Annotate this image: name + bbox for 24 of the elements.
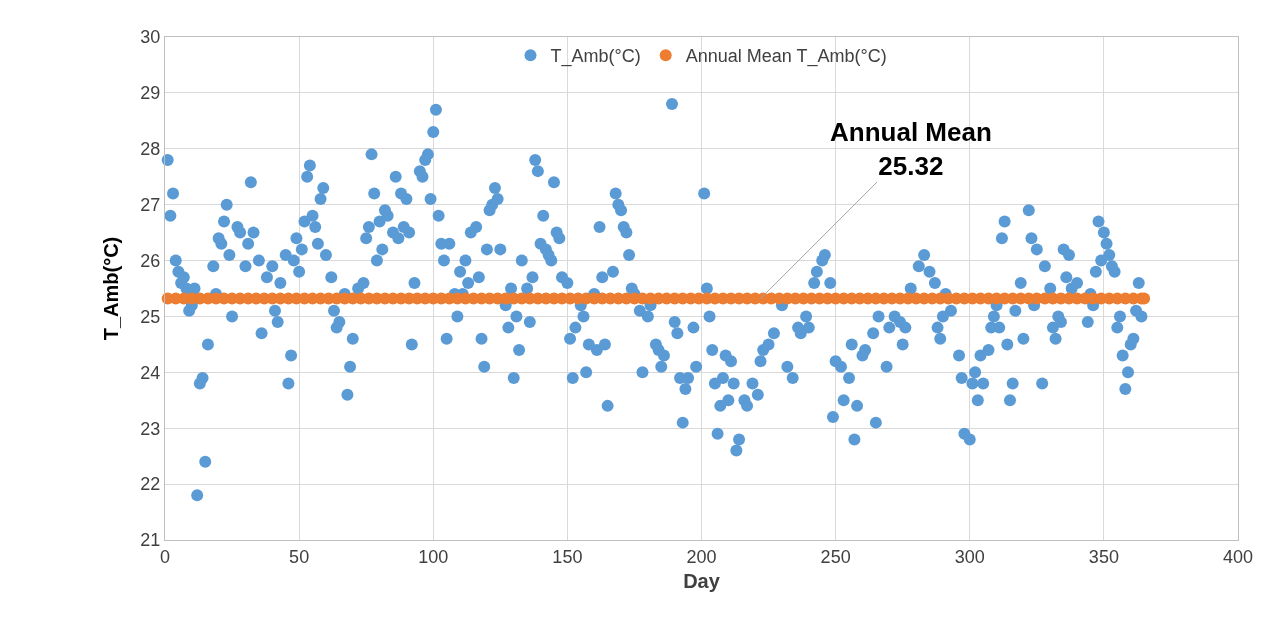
x-tick-label: 200 — [686, 546, 717, 567]
x-tick-label: 300 — [954, 546, 985, 567]
y-tick-label: 27 — [140, 194, 161, 215]
legend-label: Annual Mean T_Amb(°C) — [685, 46, 887, 68]
y-tick-label: 26 — [140, 250, 161, 271]
y-tick-label: 23 — [140, 418, 161, 439]
y-tick-label: 25 — [140, 306, 161, 327]
x-tick-label: 400 — [1222, 546, 1254, 567]
x-tick-label: 50 — [289, 546, 310, 567]
x-tick-label: 250 — [820, 546, 851, 567]
x-tick-label: 150 — [552, 546, 583, 567]
y-tick-label: 28 — [140, 139, 161, 160]
y-tick-label: 21 — [140, 530, 161, 551]
x-tick-label: 0 — [159, 546, 171, 567]
y-tick-label: 29 — [140, 83, 161, 104]
legend-label: T_Amb(°C) — [550, 46, 641, 68]
y-tick-label: 30 — [140, 27, 161, 48]
y-axis-title: T_Amb(°C) — [99, 236, 122, 341]
annotation: Annual Mean 25.32 — [830, 117, 992, 181]
x-axis-title: Day — [683, 570, 721, 593]
y-tick-label: 24 — [140, 362, 161, 383]
x-tick-label: 350 — [1088, 546, 1119, 567]
y-tick-label: 22 — [140, 474, 161, 495]
x-tick-label: 100 — [418, 546, 449, 567]
